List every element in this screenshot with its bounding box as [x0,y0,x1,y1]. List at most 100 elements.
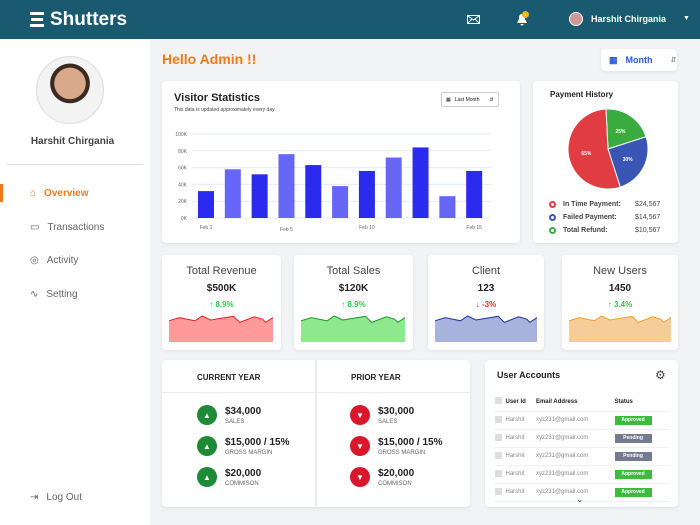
current-year-row: ▲ $34,000 SALES [197,405,261,425]
status-badge: Pending [614,433,652,443]
pie-slice [607,136,649,188]
prior-year-row: ▼ $30,000 SALES [350,405,414,425]
status-badge: Pending [614,451,652,461]
bell-icon[interactable]: 1 [516,11,529,31]
profile-name: Harshit Chirgania [30,136,115,147]
table-row[interactable]: Harshit xyz231@gmail.com Approved [495,465,670,484]
sparkline-area [569,316,671,342]
sparkline-area [301,316,405,342]
y-tick-label: 20K [178,199,188,205]
sparkline [435,315,537,342]
row-checkbox[interactable] [495,487,502,495]
brand-name: Shutters [50,9,128,30]
sparkline [569,315,671,342]
slice-label: 65% [581,151,592,157]
sparkline-area [169,316,273,342]
mail-icon[interactable] [467,15,480,24]
logout-button[interactable]: ⇥ Log Out [30,491,82,503]
sparkline [301,315,405,342]
card-icon: ▭ [30,221,40,233]
current-year-title: CURRENT YEAR [197,373,261,382]
sparkline-line [169,315,273,324]
row-checkbox[interactable] [495,451,502,459]
user-accounts-card: User Accounts ⚙ User Id Email Address Stat… [485,360,678,507]
menu-stack-icon [30,12,44,27]
bar [224,169,241,218]
visitor-bar-chart: 0K 20K 40K 60K 80K 100K Feb 1 Feb 5 Feb 10 Feb 15 [175,132,492,233]
current-year-row: ▲ $15,000 / 15% GROSS MARGIN [197,436,290,456]
logout-icon: ⇥ [30,491,39,503]
sidebar-item-setting[interactable]: ∿ Setting [30,288,78,300]
sidebar-item-activity[interactable]: ◎ Activity [30,254,79,266]
bar [385,157,402,218]
period-select[interactable]: ▦ Month ⇵ [601,49,677,71]
bar [305,165,322,218]
sparkline-line [301,315,405,324]
bar [278,154,295,218]
current-year-row: ▲ $20,000 COMMISON [197,467,261,487]
sort-icon: ⇵ [670,57,677,64]
stat-card-total-sales: Total Sales $120K ↑ 8.9% [294,255,413,350]
legend-dot-icon [549,201,556,208]
page-greeting: Hello Admin !! [162,51,257,67]
table-row[interactable]: Harshit xyz231@gmail.com Pending [495,429,670,448]
top-bar: Shutters 1 Harshit Chirgania ▼ [0,0,700,39]
profile-avatar [36,56,104,124]
status-badge: Approved [614,415,652,425]
status-badge: Approved [614,469,652,479]
x-tick-label: Feb 10 [359,225,375,231]
row-checkbox[interactable] [495,433,502,441]
y-tick-label: 40K [178,182,188,188]
pulse-icon: ∿ [30,288,39,300]
stat-card-client: Client 123 ↓ -3% [428,255,544,350]
arrow-up-icon: ▲ [197,405,217,425]
x-tick-label: Feb 5 [280,227,293,233]
sidebar: Harshit Chirgania ⌂ Overview ▭ Transaction… [0,39,150,525]
row-checkbox[interactable] [495,469,502,477]
table-row[interactable]: Harshit xyz231@gmail.com Approved [495,411,670,430]
x-tick-label: Feb 15 [466,225,482,231]
table-row[interactable]: Harshit xyz231@gmail.com Pending [495,447,670,466]
notification-badge: 1 [522,11,529,18]
bar [439,196,456,218]
status-badge: Approved [614,487,652,497]
slice-label: 25% [615,129,626,135]
bar [412,147,429,218]
chevron-down-icon[interactable]: ▼ [683,15,690,22]
chevron-down-icon[interactable]: ⌄ [576,494,584,504]
card-subtitle: This data is updated approximately every… [174,107,276,113]
legend-dot-icon [549,214,556,221]
pie-slice [567,108,621,190]
header-username[interactable]: Harshit Chirgania [591,14,667,24]
y-tick-label: 80K [178,149,188,155]
sidebar-item-overview[interactable]: ⌂ Overview [0,182,150,204]
prior-year-title: PRIOR YEAR [351,373,401,382]
arrow-up-icon: ▲ [197,467,217,487]
slice-label: 30% [623,157,634,163]
y-tick-label: 60K [178,166,188,172]
arrow-down-icon: ▼ [350,467,370,487]
range-select[interactable]: ▦ Last Month ⇵ [441,92,499,107]
payment-pie-chart: 25% 30% 65% [567,108,649,190]
activity-icon: ◎ [30,254,39,266]
y-tick-label: 100K [175,132,187,138]
legend-item: In Time Payment: $24,567 [549,198,660,211]
bar [358,170,375,218]
table-row[interactable]: Harshit xyz231@gmail.com Approved [495,483,670,502]
sidebar-item-transactions[interactable]: ▭ Transactions [30,221,105,233]
card-title: User Accounts [497,370,561,380]
gear-icon[interactable]: ⚙ [655,368,666,382]
sort-icon: ⇵ [489,96,494,103]
pie-slice [605,108,647,150]
legend-item: Failed Payment: $14,567 [549,211,660,224]
sparkline-line [435,315,537,324]
header-avatar[interactable] [569,12,583,26]
row-checkbox[interactable] [495,415,502,423]
sparkline-area [435,316,537,342]
sparkline-line [569,315,671,324]
bar [332,186,349,218]
brand[interactable]: Shutters [30,9,127,31]
user-accounts-table: User Id Email Address Status Harshit xyz231… [495,393,670,502]
select-all-checkbox[interactable] [495,397,502,405]
stat-card-new-users: New Users 1450 ↑ 3.4% [562,255,678,350]
